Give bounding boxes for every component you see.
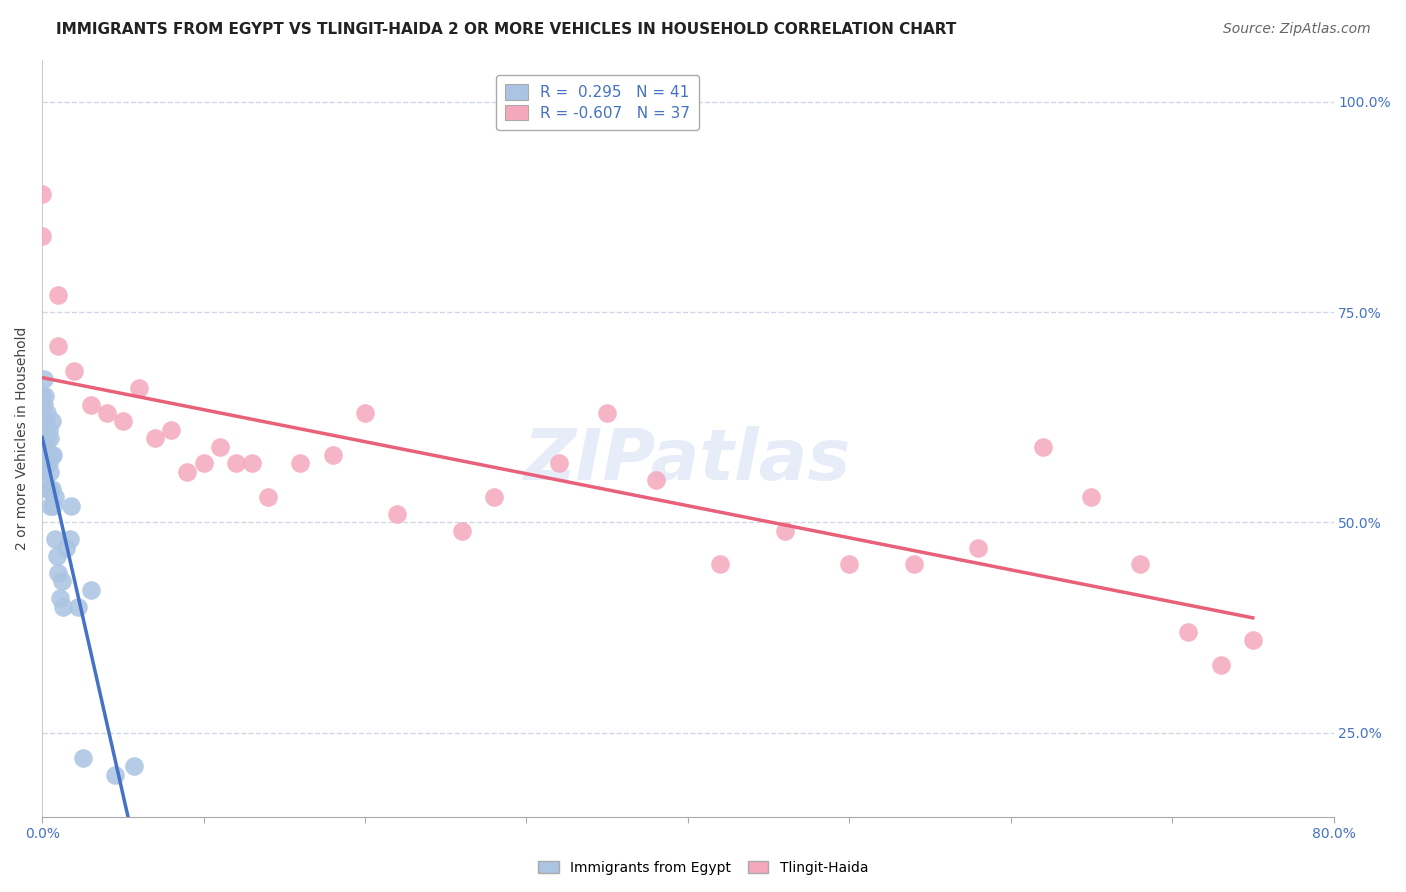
Y-axis label: 2 or more Vehicles in Household: 2 or more Vehicles in Household [15,326,30,550]
Point [41,414,63,428]
Point [122,759,145,773]
Point [104,768,127,782]
Point [1241,633,1264,648]
Point [45,549,67,563]
Text: ZIPatlas: ZIPatlas [524,426,852,495]
Point [1129,558,1152,572]
Point [547,457,569,471]
Point [128,381,150,395]
Point [32,372,55,386]
Legend: R =  0.295   N = 41, R = -0.607   N = 37: R = 0.295 N = 41, R = -0.607 N = 37 [496,75,699,129]
Point [34,440,56,454]
Point [41,448,63,462]
Point [967,541,990,555]
Point [35,482,58,496]
Point [42,448,65,462]
Point [46,339,69,353]
Point [773,524,796,538]
Point [451,524,474,538]
Point [59,533,82,547]
Point [79,398,101,412]
Point [1177,624,1199,639]
Point [38,482,60,496]
Point [35,431,58,445]
Point [31,389,53,403]
Text: Source: ZipAtlas.com: Source: ZipAtlas.com [1223,22,1371,37]
Point [39,499,62,513]
Point [34,389,56,403]
Text: IMMIGRANTS FROM EGYPT VS TLINGIT-HAIDA 2 OR MORE VEHICLES IN HOUSEHOLD CORRELATI: IMMIGRANTS FROM EGYPT VS TLINGIT-HAIDA 2… [56,22,956,37]
Point [596,406,619,420]
Point [31,187,53,202]
Point [46,288,69,302]
Point [160,423,183,437]
Point [55,541,77,555]
Point [42,499,65,513]
Point [44,533,66,547]
Point [111,414,134,428]
Point [225,457,247,471]
Point [32,423,55,437]
Point [482,490,505,504]
Point [51,574,73,589]
Point [208,440,231,454]
Point [39,431,62,445]
Point [39,465,62,479]
Point [644,473,666,487]
Point [32,398,55,412]
Point [38,423,60,437]
Point [193,457,215,471]
Point [322,448,344,462]
Point [32,448,55,462]
Point [143,431,166,445]
Point [38,457,60,471]
Point [1080,490,1102,504]
Point [44,490,66,504]
Point [176,465,198,479]
Point [838,558,860,572]
Point [72,751,94,765]
Point [63,364,86,378]
Point [31,465,53,479]
Point [34,457,56,471]
Point [66,599,89,614]
Point [46,566,69,580]
Point [709,558,731,572]
Point [257,490,280,504]
Point [387,507,409,521]
Point [240,457,263,471]
Point [1209,658,1232,673]
Point [60,499,83,513]
Point [52,599,75,614]
Point [35,457,58,471]
Point [41,482,63,496]
Point [354,406,377,420]
Point [31,431,53,445]
Point [79,582,101,597]
Legend: Immigrants from Egypt, Tlingit-Haida: Immigrants from Egypt, Tlingit-Haida [533,855,873,880]
Point [49,591,72,606]
Point [35,406,58,420]
Point [96,406,118,420]
Point [31,229,53,244]
Point [1032,440,1054,454]
Point [903,558,925,572]
Point [290,457,312,471]
Point [34,414,56,428]
